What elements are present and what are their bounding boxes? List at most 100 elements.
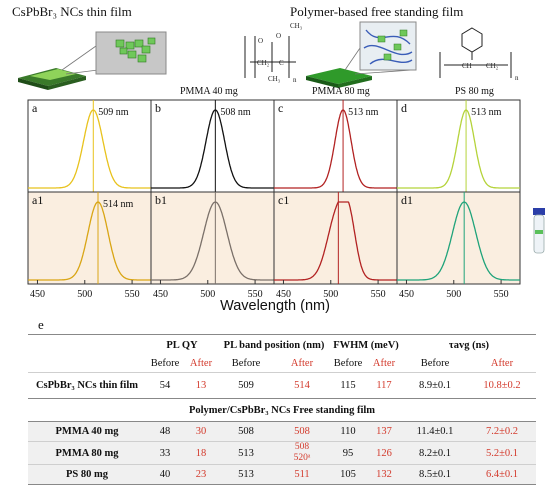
cell: 8.5±0.1	[402, 464, 468, 485]
x-tick-label: 500	[446, 289, 461, 300]
cell: 110	[330, 421, 366, 442]
panel-label-d: d	[401, 101, 407, 115]
cell: 13	[184, 372, 218, 399]
row-name: PMMA 40 mg	[28, 421, 146, 442]
spectrum-c1	[274, 201, 397, 281]
sub-after: After	[490, 358, 514, 369]
cell: 33	[146, 441, 184, 465]
spectrum-a	[28, 109, 151, 189]
panel-label-c1: c1	[278, 193, 289, 207]
svg-text:CH: CH	[462, 62, 472, 70]
band-after-extra: 520ᵃ	[293, 453, 311, 463]
table-row: PMMA 80 mg 33 18 513 508 520ᵃ 95 126 8.2…	[28, 441, 536, 465]
panel-c1	[273, 191, 398, 285]
x-tick-label: 550	[248, 289, 263, 300]
table-row: CsPbBr₃ NCs thin film 54 13 509 514 115 …	[28, 372, 536, 399]
sub-before: Before	[333, 358, 363, 369]
cell: 8.2±0.1	[402, 441, 468, 465]
spectrum-b1	[151, 201, 274, 281]
row-name: CsPbBr₃ NCs thin film	[28, 372, 146, 399]
panel-label-c: c	[278, 101, 283, 115]
x-tick-label: 450	[153, 289, 168, 300]
panel-a1	[27, 191, 152, 285]
table-header-row: PL QY PL band position (nm) FWHM (meV) τ…	[28, 334, 536, 355]
pmma-structure-icon: O O CH₃ CH₂ C CH₃ n	[244, 22, 303, 84]
panel-label-d1: d1	[401, 193, 413, 207]
x-tick-label: 500	[323, 289, 338, 300]
cell: 10.8±0.2	[468, 372, 536, 399]
spectrum-b	[151, 109, 274, 189]
cell: 40	[146, 464, 184, 485]
spectrum-a1	[28, 201, 151, 281]
sub-before: Before	[231, 358, 261, 369]
panel-d	[396, 99, 521, 193]
svg-text:CH₃: CH₃	[268, 75, 281, 83]
row-name: PS 80 mg	[28, 464, 146, 485]
cell: 508	[218, 421, 274, 442]
spectrum-d	[397, 109, 520, 189]
cell: 509	[218, 372, 274, 399]
label-pmma-80: PMMA 80 mg	[312, 86, 370, 97]
vial-icon	[533, 208, 545, 254]
x-tick-label: 500	[77, 289, 92, 300]
panel-label-a1: a1	[32, 193, 43, 207]
schematic-illustrations: O O CH₃ CH₂ C CH₃ n CH CH₂ n	[18, 21, 519, 90]
panel-letter-e: e	[38, 317, 44, 332]
svg-text:n: n	[293, 76, 297, 84]
x-tick-label: 550	[125, 289, 140, 300]
cell: 508 520ᵃ	[274, 441, 330, 465]
x-tick-label: 550	[371, 289, 386, 300]
cell: 132	[366, 464, 402, 485]
x-tick-label: 450	[399, 289, 414, 300]
sub-after: After	[189, 358, 213, 369]
peak-label-a1: 514 nm	[103, 199, 134, 210]
thin-film-substrate-icon	[18, 68, 86, 90]
cell: 7.2±0.2	[468, 421, 536, 442]
cell: 18	[184, 441, 218, 465]
x-tick-label: 500	[200, 289, 215, 300]
panel-c	[273, 99, 398, 193]
band-after-main: 508	[294, 442, 310, 452]
header-band-position: PL band position (nm)	[218, 334, 330, 355]
panel-b1	[150, 191, 275, 285]
panel-label-b1: b1	[155, 193, 167, 207]
row-name: PMMA 80 mg	[28, 441, 146, 465]
table-row: PS 80 mg 40 23 513 511 105 132 8.5±0.1 6…	[28, 464, 536, 485]
cell: 54	[146, 372, 184, 399]
sub-before: Before	[420, 358, 450, 369]
label-ps-80: PS 80 mg	[455, 86, 494, 97]
panel-d1	[396, 191, 521, 285]
svg-text:CH₂: CH₂	[486, 62, 499, 70]
cell: 137	[366, 421, 402, 442]
x-tick-label: 450	[276, 289, 291, 300]
cell: 508	[274, 421, 330, 442]
cell: 105	[330, 464, 366, 485]
header-plqy: PL QY	[146, 334, 218, 355]
cell: 6.4±0.1	[468, 464, 536, 485]
sub-before: Before	[150, 358, 180, 369]
cell: 11.4±0.1	[402, 421, 468, 442]
table-subheader-row: Before After Before After Before After B…	[28, 355, 536, 373]
header-tau: τavg (ns)	[402, 334, 536, 355]
cell: 514	[274, 372, 330, 399]
label-pmma-40: PMMA 40 mg	[180, 86, 238, 97]
cell: 95	[330, 441, 366, 465]
panel-label-b: b	[155, 101, 161, 115]
spectrum-c	[274, 109, 397, 189]
cell: 115	[330, 372, 366, 399]
cell: 48	[146, 421, 184, 442]
pl-spectra-chart: a 509 nm b 508 nm c 513 nm d 513 nm a1 514 nm 450 5…	[27, 99, 521, 300]
cell: 513	[218, 464, 274, 485]
peak-label-d: 513 nm	[471, 107, 502, 118]
table-row: PMMA 40 mg 48 30 508 508 110 137 11.4±0.…	[28, 421, 536, 442]
sub-after: After	[372, 358, 396, 369]
svg-text:CH₃: CH₃	[290, 22, 303, 30]
cell: 117	[366, 372, 402, 399]
cell: 126	[366, 441, 402, 465]
panel-a	[27, 99, 152, 193]
peak-label-a: 509 nm	[98, 107, 128, 118]
sub-after: After	[290, 358, 314, 369]
polymer-film-icon	[306, 21, 417, 88]
section-title-row: Polymer/CsPbBr₃ NCs Free standing film	[28, 398, 536, 422]
svg-text:O: O	[276, 32, 281, 40]
